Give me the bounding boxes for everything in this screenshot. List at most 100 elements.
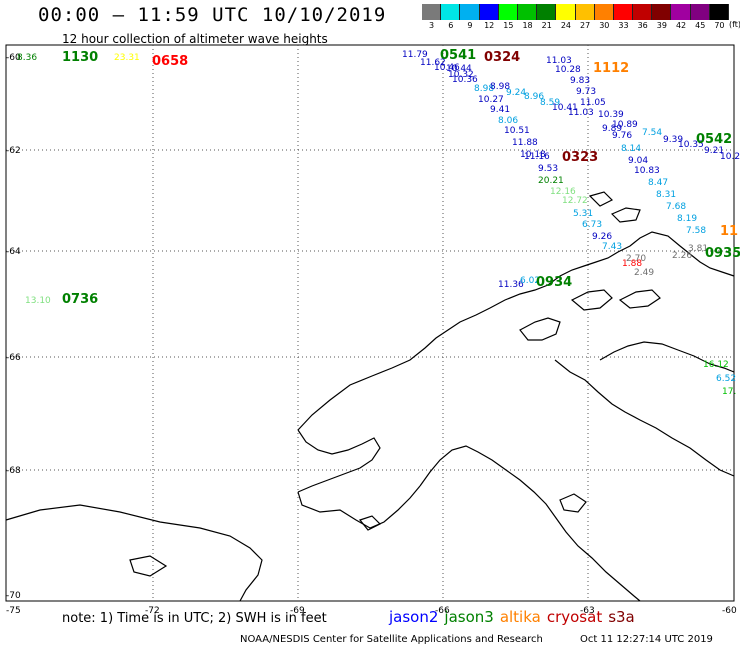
wave-height-label: 6.73 [582, 220, 603, 230]
scale-swatch [652, 4, 672, 20]
wave-height-label: 3.81 [688, 244, 709, 254]
graticule [6, 45, 734, 601]
pass-time-label: 0542 [696, 132, 733, 147]
wave-height-label: 9.83 [570, 76, 591, 86]
pass-time-label: 11 [720, 224, 739, 239]
wave-height-label: 8.06 [498, 116, 519, 126]
wave-height-label: 8.19 [677, 214, 698, 224]
scale-tick-label: 30 [599, 21, 610, 30]
wave-height-label: 20.21 [538, 176, 564, 186]
wave-height-label: 9.53 [538, 164, 559, 174]
lon-label: -60 [722, 606, 737, 616]
wave-height-label: 10.18 [520, 150, 546, 160]
scale-tick-label: 9 [467, 21, 473, 30]
lon-label: -66 [435, 606, 450, 616]
scale-swatch [441, 4, 461, 20]
wave-height-label: 11.03 [568, 108, 594, 118]
scale-swatch [613, 4, 634, 20]
scale-swatch [633, 4, 653, 20]
scale-swatch [517, 4, 538, 20]
lat-label: -62 [6, 146, 21, 156]
wave-height-label: 11.05 [580, 98, 606, 108]
scale-tick-label: 21 [541, 21, 552, 30]
wave-height-label: 10.39 [598, 110, 624, 120]
wave-height-label: 7.58 [686, 226, 707, 236]
wave-height-label: 11.36 [498, 280, 524, 290]
wave-height-label: 9.89 [602, 124, 623, 134]
wave-height-label: 9.39 [663, 135, 684, 145]
wave-height-label: 9.04 [628, 156, 649, 166]
wave-height-label: 10.46 [434, 63, 460, 73]
wave-height-label: 8.14 [621, 144, 642, 154]
wave-height-label: 2.49 [634, 268, 655, 278]
pass-time-label: 1130 [62, 50, 99, 65]
credit-text: NOAA/NESDIS Center for Satellite Applica… [240, 634, 543, 645]
map-frame [5, 44, 735, 602]
wave-height-label: 8.98 [474, 84, 495, 94]
legend-altika: altika [499, 608, 541, 626]
pass-time-label: 0323 [562, 150, 599, 165]
wave-height-label: 7.68 [666, 202, 687, 212]
scale-tick-label: 27 [580, 21, 591, 30]
scale-unit: (ft) [729, 20, 740, 29]
wave-height-label: 10.89 [612, 120, 638, 130]
wave-height-label: 10.27 [478, 95, 504, 105]
wave-height-label: 9.41 [490, 105, 511, 115]
lat-label: -66 [6, 353, 21, 363]
wave-height-label: 23.31 [114, 53, 140, 63]
wave-height-label: 11.03 [546, 56, 572, 66]
legend-s3a: s3a [608, 608, 635, 626]
scale-tick-label: 70 [714, 21, 725, 30]
scale-tick-label: 3 [429, 21, 435, 30]
wave-height-label: 13.10 [25, 296, 51, 306]
wave-height-label: 8.31 [656, 190, 677, 200]
wave-height-label: 9.24 [506, 88, 527, 98]
scale-tick-label: 6 [448, 21, 454, 30]
lon-label: -63 [580, 606, 595, 616]
wave-height-label: 6.52 [716, 374, 737, 384]
chart-title: 00:00 – 11:59 UTC 10/10/2019 [38, 4, 387, 26]
wave-height-label: 8.47 [648, 178, 669, 188]
wave-height-label: 11.79 [402, 50, 428, 60]
scale-swatch [498, 4, 518, 20]
scale-tick-label: 36 [637, 21, 648, 30]
lat-label: -60 [6, 53, 21, 63]
scale-tick-label: 45 [695, 21, 706, 30]
scale-swatch [460, 4, 480, 20]
wave-height-label: 9.26 [592, 232, 613, 242]
wave-height-label: 11.62 [420, 58, 446, 68]
wave-height-label: 10.51 [504, 126, 530, 136]
scale-tick-label: 18 [522, 21, 533, 30]
footnote: note: 1) Time is in UTC; 2) SWH is in fe… [62, 611, 327, 626]
scale-tick-label: 42 [675, 21, 687, 30]
wave-height-label: 10.44 [446, 64, 472, 74]
wave-height-label: 8.96 [524, 92, 545, 102]
wave-height-label: 10.83 [634, 166, 660, 176]
pass-time-label: 0658 [152, 54, 189, 69]
scale-swatch [537, 4, 557, 20]
lat-label: -70 [6, 591, 21, 601]
lon-label: -69 [290, 606, 305, 616]
wave-height-label: 16.12 [703, 360, 729, 370]
wave-height-label: 10.36 [452, 75, 478, 85]
lon-label: -72 [145, 606, 160, 616]
scale-swatch [690, 4, 710, 20]
wave-height-label: 17. [722, 387, 737, 397]
wave-height-label: 11.16 [524, 152, 550, 162]
wave-height-label: 8.98 [490, 82, 511, 92]
scale-swatch [556, 4, 576, 20]
coastline [5, 191, 735, 602]
legend-jason2: jason2 [389, 608, 439, 626]
wave-height-label: 10.28 [555, 65, 581, 75]
scale-tick-label: 33 [618, 21, 629, 30]
wave-height-label: 9.76 [612, 131, 633, 141]
color-scale [422, 4, 729, 20]
wave-height-label: 2.70 [626, 254, 647, 264]
wave-height-label: 11.88 [512, 138, 538, 148]
wave-height-label: 1.88 [622, 259, 643, 269]
wave-height-label: 6.02 [520, 276, 541, 286]
lon-label: -75 [6, 606, 21, 616]
pass-time-label: 0935 [705, 246, 740, 261]
wave-height-label: 5.31 [573, 209, 594, 219]
timestamp-text: Oct 11 12:27:14 UTC 2019 [580, 634, 713, 645]
